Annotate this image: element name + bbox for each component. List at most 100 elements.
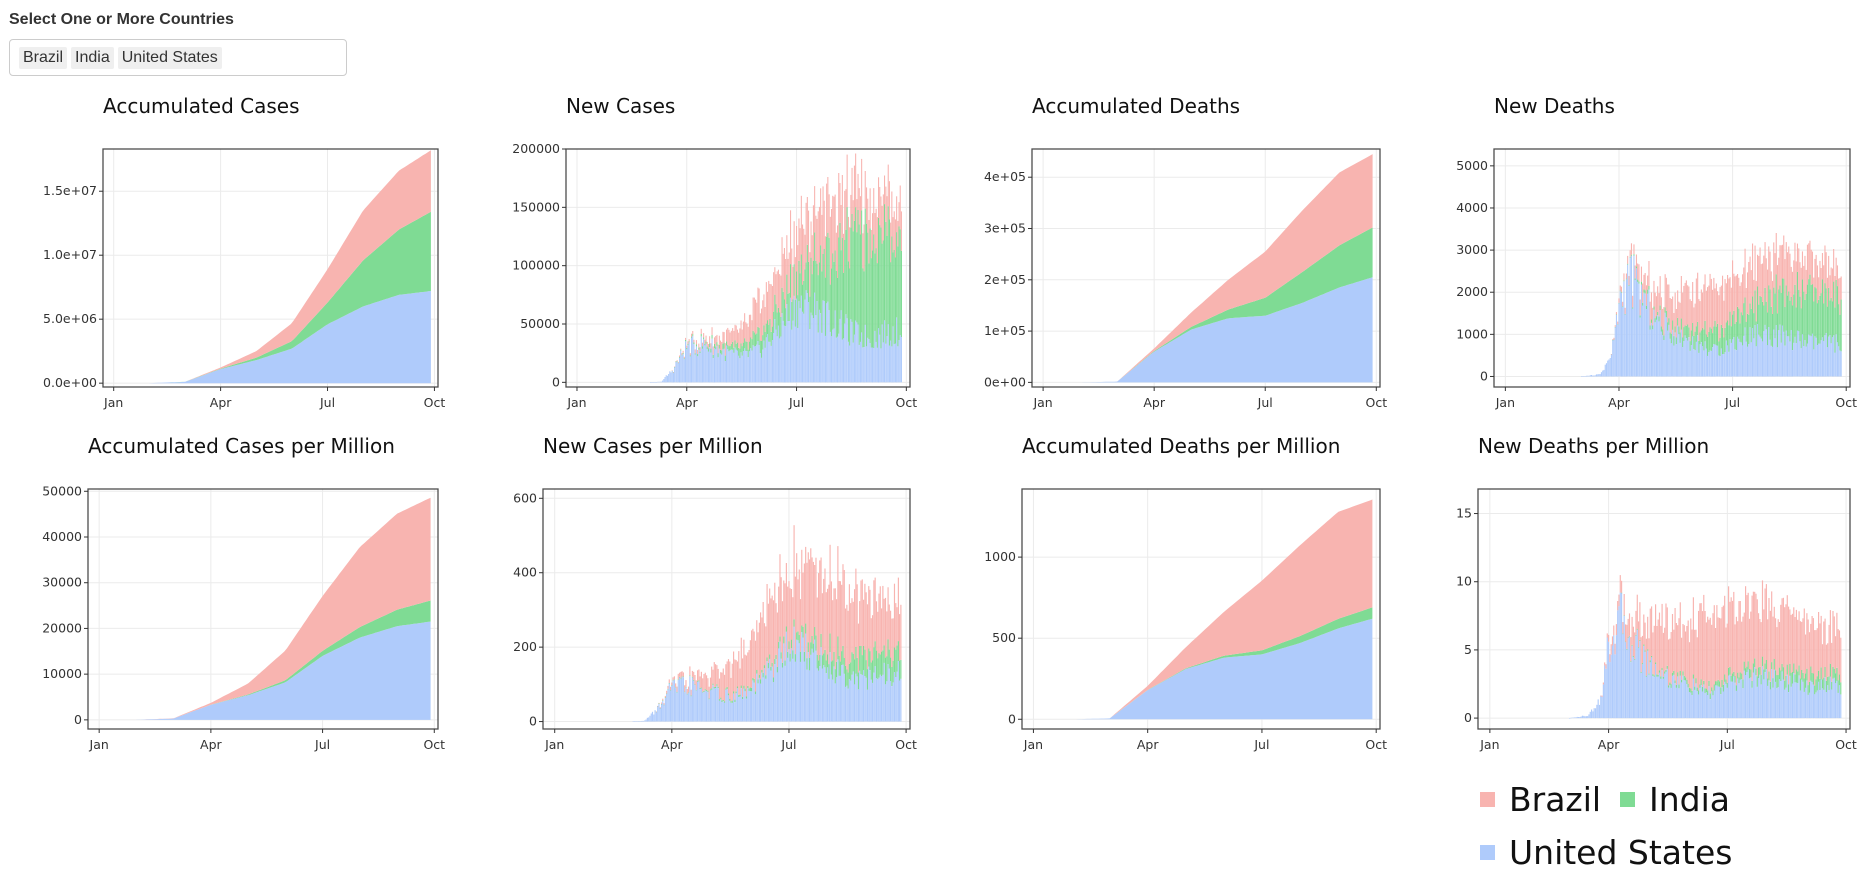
- bar-india: [676, 361, 678, 362]
- bar-india: [855, 207, 857, 321]
- bar-united-states: [648, 717, 650, 722]
- bar-brazil: [785, 259, 787, 308]
- bar-united-states: [833, 328, 835, 383]
- bar-brazil: [874, 577, 876, 642]
- bar-india: [1689, 341, 1691, 351]
- bar-india: [875, 650, 878, 679]
- bar-india: [677, 362, 679, 364]
- bar-united-states: [796, 298, 798, 383]
- bar-united-states: [803, 313, 805, 383]
- bar-india: [1699, 684, 1701, 688]
- area-united-states: [113, 291, 431, 384]
- bar-brazil: [1695, 629, 1697, 679]
- bar-india: [1626, 648, 1628, 650]
- bar-united-states: [1820, 679, 1822, 719]
- bar-united-states: [715, 688, 717, 722]
- bar-united-states: [728, 351, 730, 383]
- bar-india: [1649, 325, 1651, 330]
- bar-united-states: [756, 344, 758, 383]
- country-chip-india[interactable]: India: [71, 46, 114, 69]
- bar-united-states: [1587, 375, 1589, 377]
- bar-united-states: [1835, 334, 1837, 377]
- y-tick-label: 0: [529, 714, 537, 729]
- bar-united-states: [799, 661, 802, 722]
- bar-brazil: [1648, 261, 1650, 286]
- country-chip-brazil[interactable]: Brazil: [19, 46, 68, 69]
- bar-india: [1629, 256, 1631, 258]
- bar-india: [684, 691, 686, 693]
- bar-brazil: [1619, 285, 1621, 291]
- country-select-input[interactable]: Brazil India United States: [9, 39, 347, 76]
- bar-brazil: [1759, 619, 1761, 667]
- bar-brazil: [773, 272, 775, 312]
- bar-united-states: [1788, 336, 1790, 377]
- y-tick-label: 40000: [42, 529, 82, 544]
- bar-india: [780, 317, 782, 337]
- bar-brazil: [1790, 614, 1792, 673]
- bar-united-states: [1585, 375, 1588, 377]
- bar-united-states: [661, 704, 663, 722]
- bar-india: [1776, 313, 1779, 348]
- bar-united-states: [1769, 689, 1771, 719]
- bar-united-states: [772, 682, 775, 722]
- bar-brazil: [799, 228, 801, 274]
- bar-india: [1767, 678, 1769, 686]
- bar-united-states: [898, 340, 900, 383]
- bar-brazil: [736, 661, 739, 687]
- bar-united-states: [1584, 376, 1586, 377]
- bar-brazil: [1707, 616, 1709, 691]
- bar-united-states: [1665, 317, 1667, 377]
- bar-brazil: [1816, 628, 1818, 677]
- bar-united-states: [758, 678, 760, 722]
- bar-india: [730, 343, 732, 350]
- bar-united-states: [760, 683, 762, 722]
- x-tick-label: Jul: [1724, 395, 1740, 410]
- bar-india: [824, 650, 826, 668]
- bar-india: [1811, 284, 1814, 334]
- bar-india: [775, 654, 777, 660]
- bar-india: [1786, 295, 1789, 337]
- bar-united-states: [1819, 343, 1821, 377]
- bar-brazil: [1811, 251, 1814, 285]
- bar-united-states: [1626, 649, 1628, 719]
- bar-brazil: [1725, 283, 1727, 323]
- bar-brazil: [780, 275, 782, 317]
- bar-united-states: [900, 337, 902, 383]
- bar-india: [693, 342, 695, 345]
- bar-united-states: [1600, 695, 1602, 719]
- bar-brazil: [1767, 269, 1769, 313]
- bar-india: [1675, 684, 1677, 688]
- bar-india: [756, 669, 758, 674]
- bar-brazil: [884, 597, 887, 658]
- bar-india: [1734, 675, 1736, 683]
- bar-united-states: [1604, 665, 1606, 719]
- bar-india: [753, 679, 755, 683]
- bar-brazil: [1808, 632, 1811, 682]
- bar-united-states: [1652, 676, 1654, 719]
- bar-brazil: [896, 196, 898, 233]
- bar-brazil: [830, 581, 832, 662]
- bar-united-states: [1715, 685, 1717, 719]
- bar-india: [838, 237, 840, 334]
- bar-united-states: [706, 691, 708, 722]
- bar-india: [878, 653, 880, 678]
- bar-united-states: [856, 322, 858, 383]
- bar-brazil: [1674, 608, 1676, 681]
- bar-india: [747, 685, 749, 688]
- bar-united-states: [805, 633, 807, 722]
- bar-brazil: [693, 671, 695, 680]
- bar-brazil: [1668, 639, 1670, 686]
- bar-brazil: [872, 615, 874, 661]
- bar-united-states: [1739, 341, 1741, 377]
- bar-united-states: [1615, 635, 1617, 719]
- y-tick-label: 3e+05: [984, 221, 1026, 236]
- bar-brazil: [1673, 313, 1675, 337]
- bar-united-states: [1608, 641, 1610, 719]
- bar-brazil: [691, 333, 693, 337]
- bar-india: [721, 350, 723, 355]
- bar-united-states: [1746, 672, 1748, 719]
- country-chip-united-states[interactable]: United States: [117, 46, 222, 69]
- bar-united-states: [1773, 669, 1775, 719]
- bar-brazil: [679, 672, 681, 677]
- bar-united-states: [1688, 337, 1690, 377]
